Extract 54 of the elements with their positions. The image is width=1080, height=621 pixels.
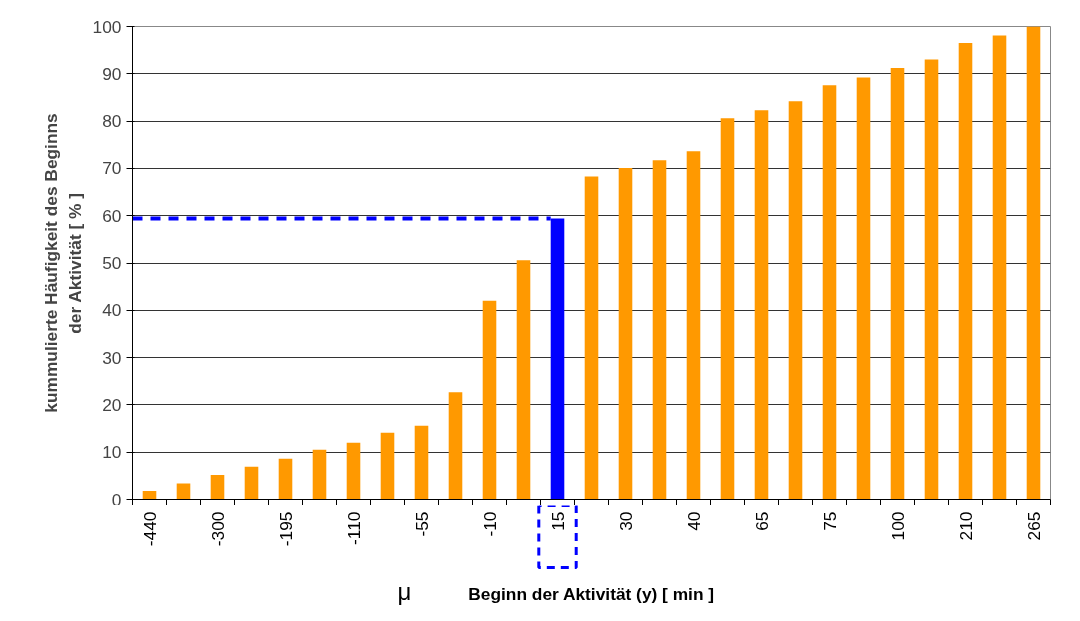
bar: [278, 458, 293, 500]
x-tick-label: 265: [1023, 511, 1044, 541]
y-tick-label: 30: [102, 347, 122, 368]
bar: [822, 85, 837, 500]
x-tick-label: 210: [955, 511, 976, 541]
y-tick-label: 70: [102, 158, 122, 179]
x-tick-label: 40: [683, 511, 704, 531]
x-tick-label: -10: [479, 511, 500, 537]
bar: [414, 425, 429, 500]
bar: [958, 43, 973, 500]
y-tick-label: 100: [92, 16, 122, 37]
x-tick-label: 100: [887, 511, 908, 541]
bar: [856, 77, 871, 500]
x-tick-label: 15: [547, 511, 568, 531]
bar: [142, 490, 157, 500]
bar: [584, 176, 599, 500]
bar: [346, 442, 361, 500]
bar: [210, 474, 225, 500]
y-tick-label: 0: [111, 489, 122, 510]
bar: [482, 300, 497, 500]
bar: [652, 160, 667, 500]
y-tick-label: 20: [102, 394, 122, 415]
text: μ: [397, 578, 412, 605]
bar: [788, 101, 803, 500]
bar: [992, 35, 1007, 500]
y-tick-label: 10: [102, 442, 122, 463]
x-tick-label: -440: [139, 511, 160, 547]
x-tick-label: 65: [751, 511, 772, 531]
x-tick-label: -300: [207, 511, 228, 547]
x-tick-label: -110: [343, 511, 364, 545]
y-tick-label: 90: [102, 63, 122, 84]
bar: [312, 449, 327, 500]
x-tick-label: -195: [275, 511, 296, 547]
bar: [380, 432, 395, 500]
x-tick-label: 30: [615, 511, 636, 531]
bar: [754, 110, 769, 500]
bar: [720, 118, 735, 500]
y-tick-label: 60: [102, 205, 122, 226]
x-tick-label: -55: [411, 511, 432, 537]
bar: [890, 68, 905, 500]
bar: [1026, 26, 1041, 500]
y-axis-title: kummulierte Häufigkeit des Beginns der Aktivität [ % ]: [40, 113, 85, 413]
x-tick-label: 75: [819, 511, 840, 531]
y-tick-label: 50: [102, 253, 122, 273]
bar: [618, 167, 633, 500]
bar: [686, 151, 701, 500]
y-tick-label: 40: [102, 300, 122, 321]
y-tick-label: 80: [102, 111, 122, 132]
bar: [448, 392, 463, 500]
bar: [244, 466, 259, 500]
bar: [516, 260, 531, 500]
x-axis-title: Beginn der Aktivität (y) [ min ]: [468, 583, 715, 604]
bar: [176, 483, 191, 500]
bar: [924, 59, 939, 500]
